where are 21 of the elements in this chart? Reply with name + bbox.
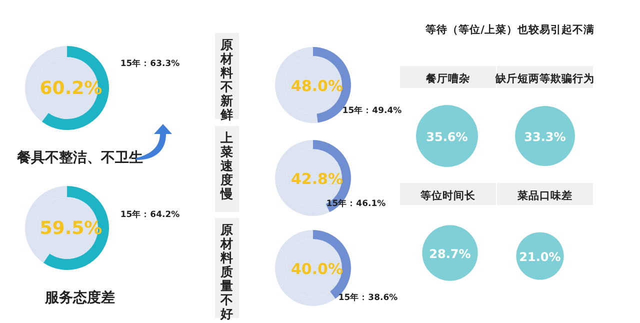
text: 原材料不新鲜 — [220, 37, 234, 122]
text: 等待（等位/上菜）也较易引起不满 — [424, 23, 594, 36]
text: 上菜速度慢 — [220, 130, 234, 201]
data-label: 28.7% — [429, 247, 471, 261]
text: 15年：38.6% — [338, 292, 398, 303]
data-label: 21.0% — [519, 250, 561, 264]
text: 15年：63.3% — [120, 58, 180, 69]
data-label: 48.0% — [290, 77, 344, 95]
text: 服务态度差 — [44, 289, 115, 306]
category-label: 菜品口味差 — [516, 189, 572, 202]
text: 15年：64.2% — [120, 209, 180, 220]
data-label: 40.0% — [290, 260, 344, 278]
text: 15年：46.1% — [326, 198, 386, 209]
category-label: 餐厅嘈杂 — [425, 72, 470, 85]
category-label: 缺斤短两等欺骗行为 — [494, 72, 594, 85]
data-label: 33.3% — [524, 130, 566, 144]
data-label: 35.6% — [426, 130, 468, 144]
text: 原材料质量不好 — [220, 222, 234, 321]
data-label: 42.8% — [290, 170, 344, 188]
category-label: 等位时间长 — [420, 189, 476, 202]
text: 15年：49.4% — [342, 105, 402, 116]
